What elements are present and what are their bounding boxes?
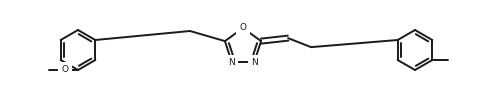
Text: O: O [62,66,69,75]
Text: N: N [228,58,234,67]
Text: N: N [252,58,258,67]
Text: O: O [239,23,246,32]
